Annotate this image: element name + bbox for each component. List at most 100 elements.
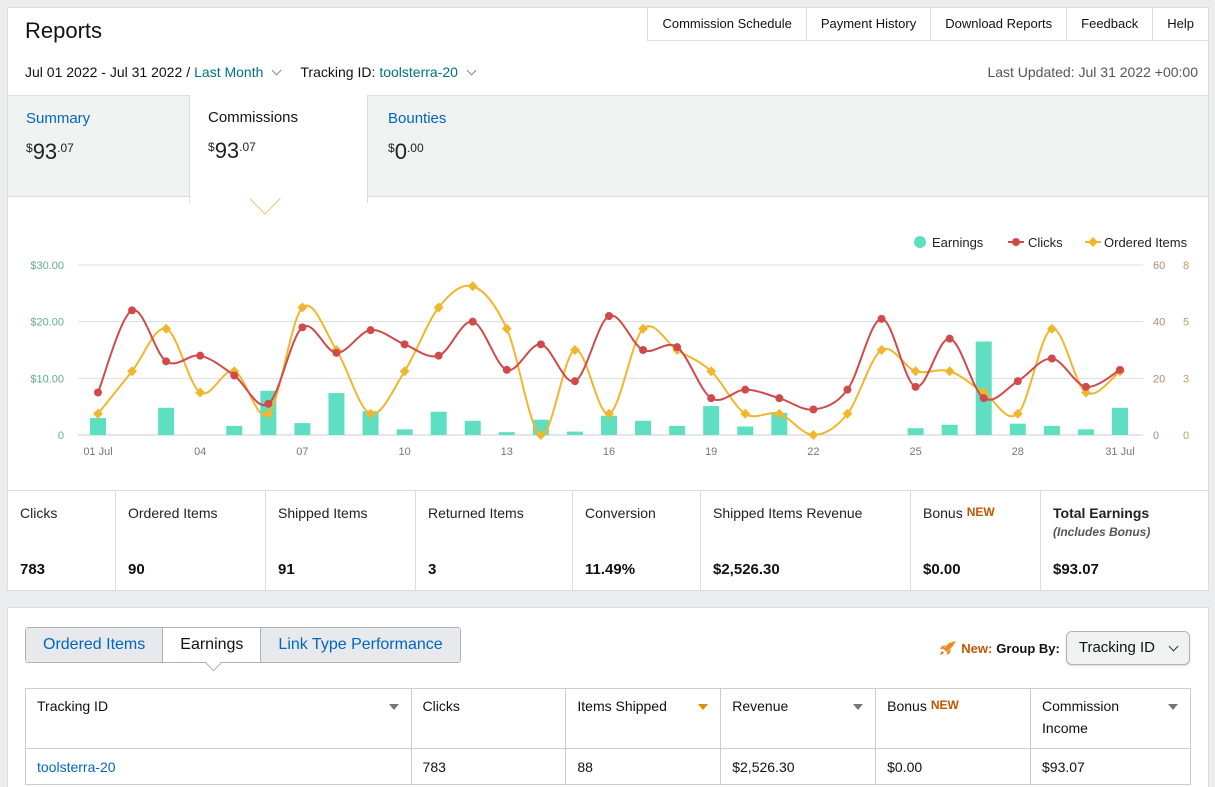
- earnings-bar: [430, 411, 447, 435]
- metric-bonus: Bonus NEW $0.00: [911, 491, 1041, 591]
- col-clicks[interactable]: Clicks: [410, 688, 567, 749]
- ordered-items-point: [604, 408, 614, 419]
- bounties-value: $0.00: [388, 139, 424, 164]
- earnings-bar: [703, 406, 720, 435]
- ordered-items-point: [910, 366, 921, 377]
- legend-earnings-marker: [914, 236, 926, 248]
- y-items-tick: 0: [1183, 430, 1189, 442]
- tab-earnings[interactable]: Earnings: [163, 628, 262, 662]
- col-items-shipped[interactable]: Items Shipped: [565, 688, 722, 749]
- sort-active-icon: [698, 704, 709, 710]
- earnings-bar: [362, 411, 379, 435]
- clicks-point: [536, 340, 545, 349]
- feedback-link[interactable]: Feedback: [1067, 8, 1154, 40]
- ordered-items-point: [808, 430, 819, 440]
- commissions-value: $93.07: [208, 138, 256, 163]
- earnings-bar: [941, 424, 958, 435]
- tracking-id-link[interactable]: toolsterra-20: [37, 758, 116, 775]
- ordered-items-point: [842, 408, 853, 419]
- clicks-point: [1116, 365, 1124, 374]
- clicks-point: [673, 343, 682, 352]
- ordered-items-point: [195, 387, 206, 398]
- tab-link-type-performance[interactable]: Link Type Performance: [261, 628, 460, 662]
- clicks-point: [298, 323, 307, 332]
- clicks-point: [570, 377, 579, 386]
- clicks-point: [741, 385, 750, 394]
- earnings-bar: [328, 393, 345, 435]
- clicks-point: [264, 399, 273, 408]
- x-tick: 22: [807, 446, 819, 458]
- clicks-point: [843, 385, 852, 394]
- ordered-items-point: [774, 408, 785, 419]
- tab-bounties-label: Bounties: [388, 110, 447, 127]
- y-left-tick: $30.00: [30, 260, 64, 272]
- col-bonus[interactable]: Bonus NEW: [875, 688, 1032, 749]
- tab-ordered-items[interactable]: Ordered Items: [26, 628, 164, 662]
- download-reports-link[interactable]: Download Reports: [931, 8, 1068, 40]
- ordered-items-point: [1080, 387, 1091, 398]
- period-dropdown[interactable]: Last Month: [194, 64, 264, 80]
- clicks-point: [162, 357, 171, 366]
- chevron-down-icon[interactable]: [271, 65, 282, 75]
- legend-ordered-items: Ordered Items: [1104, 235, 1188, 250]
- earnings-table: Tracking ID Clicks Items Shipped Revenue…: [25, 688, 1191, 785]
- new-label: New:: [961, 640, 993, 656]
- x-tick: 04: [194, 446, 206, 458]
- new-badge: NEW: [930, 698, 959, 712]
- col-revenue[interactable]: Revenue: [720, 688, 877, 749]
- date-separator: /: [186, 64, 191, 80]
- metric-total-earnings: Total Earnings (Includes Bonus) $93.07: [1053, 505, 1151, 578]
- col-commission-income[interactable]: Commission Income: [1030, 688, 1191, 749]
- report-tabs: Ordered Items Earnings Link Type Perform…: [25, 627, 461, 663]
- clicks-point: [366, 326, 375, 335]
- earnings-bar: [1043, 425, 1060, 435]
- y-items-tick: 5: [1183, 317, 1189, 329]
- report-card: Reports Commission Schedule Payment Hist…: [7, 7, 1209, 591]
- earnings-bar: [294, 423, 311, 435]
- col-tracking-id[interactable]: Tracking ID: [25, 688, 412, 749]
- earnings-bar: [1077, 429, 1094, 435]
- clicks-point: [1081, 382, 1090, 391]
- tab-summary[interactable]: Summary $93.07: [8, 96, 190, 197]
- help-link[interactable]: Help: [1167, 16, 1194, 31]
- commission-schedule-link[interactable]: Commission Schedule: [648, 8, 807, 40]
- x-tick: 01 Jul: [83, 446, 112, 458]
- new-badge: NEW: [966, 505, 995, 519]
- clicks-point: [230, 371, 239, 380]
- group-by: New: Group By: Tracking ID: [939, 631, 1190, 665]
- clicks-point: [911, 382, 920, 391]
- ordered-items-point: [535, 430, 546, 440]
- top-nav: Commission Schedule Payment History Down…: [647, 7, 1209, 41]
- tab-bounties[interactable]: Bounties $0.00: [370, 96, 550, 197]
- earnings-bar: [635, 420, 652, 435]
- ordered-items-point: [638, 323, 649, 334]
- clicks-point: [877, 314, 886, 323]
- legend-clicks-marker: [1012, 238, 1020, 246]
- cell-clicks: 783: [410, 748, 567, 785]
- cell-commission: $93.07: [1030, 748, 1191, 785]
- group-by-select[interactable]: Tracking ID: [1065, 631, 1190, 665]
- tracking-id-dropdown[interactable]: toolsterra-20: [379, 64, 458, 80]
- x-tick: 07: [296, 446, 308, 458]
- x-tick: 10: [398, 446, 410, 458]
- cell-revenue: $2,526.30: [720, 748, 877, 785]
- chevron-down-icon[interactable]: [466, 65, 477, 75]
- ordered-items-point: [876, 345, 887, 355]
- earnings-bar: [226, 425, 243, 435]
- earnings-bar: [771, 412, 788, 435]
- ordered-items-point: [1012, 408, 1023, 419]
- metric-shipped-items: Shipped Items 91: [266, 491, 416, 591]
- clicks-point: [639, 346, 648, 354]
- tab-commissions-label: Commissions: [208, 109, 299, 126]
- clicks-point: [1047, 354, 1056, 363]
- earnings-bar: [498, 432, 515, 435]
- ordered-items-point: [501, 323, 512, 334]
- y-left-tick: $20.00: [30, 317, 64, 329]
- payment-history-link[interactable]: Payment History: [807, 8, 932, 40]
- ordered-items-point: [740, 408, 751, 419]
- sort-icon: [1168, 704, 1178, 710]
- clicks-point: [434, 351, 443, 360]
- tab-commissions[interactable]: Commissions $93.07: [189, 95, 368, 203]
- metric-conversion: Conversion 11.49%: [573, 491, 701, 591]
- ordered-items-point: [1046, 323, 1057, 334]
